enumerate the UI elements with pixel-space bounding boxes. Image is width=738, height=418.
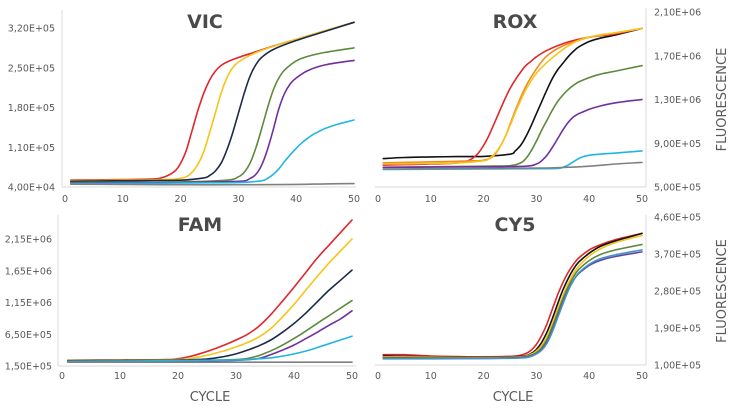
fam-series-yellow-line (67, 238, 353, 362)
fam-panel-title: FAM (178, 214, 222, 236)
fam-x-tick-label: 50 (346, 371, 358, 382)
vic-x-tick-label: 10 (117, 194, 129, 205)
rox-series-yellow-line (382, 27, 643, 165)
fam-series-purple-line (67, 310, 353, 362)
fam-x-axis-title: CYCLE (190, 390, 231, 405)
cy5-x-tick-label: 20 (478, 371, 490, 382)
vic-series-green-line (70, 47, 355, 184)
vic-x-tick-label: 0 (62, 194, 68, 205)
fam-y-tick-label: 1,15E+06 (5, 298, 52, 309)
vic-panel-title: VIC (187, 11, 223, 33)
rox-x-tick-label: 20 (478, 194, 490, 205)
cy5-x-tick-label: 10 (425, 371, 437, 382)
cy5-y-tick-label: 1,90E+05 (654, 324, 701, 335)
rox-x-tick-label: 10 (425, 194, 437, 205)
rox-series-green-line (382, 64, 643, 169)
rox-x-tick-label: 40 (583, 194, 595, 205)
fam-y-tick-label: 1,65E+06 (5, 266, 52, 277)
cy5-series-cyan-line (382, 249, 643, 360)
rox-series-orange-line (382, 27, 643, 164)
rox-y-tick-label: 1,30E+06 (654, 95, 701, 106)
fam-y-tick-label: 1,50E+05 (5, 362, 52, 373)
cy5-y-axis-title: FLUORESCENCE (715, 239, 730, 343)
cy5-y-tick-label: 4,60E+05 (654, 213, 701, 224)
fam-series-red-line (67, 219, 353, 362)
cy5-panel-title: CY5 (495, 214, 536, 236)
vic-y-tick-label: 1,80E+05 (8, 103, 55, 114)
fam-series-navy-line (67, 269, 353, 362)
vic-series-gray-line (70, 182, 355, 186)
cy5-x-tick-label: 50 (636, 371, 648, 382)
fam-y-tick-label: 2,15E+06 (5, 235, 52, 246)
fam-x-tick-label: 20 (172, 371, 184, 382)
vic-x-tick-label: 20 (175, 194, 187, 205)
rox-series-black-line (382, 27, 643, 160)
cy5-y-tick-label: 2,80E+05 (654, 287, 701, 298)
cy5-series-red-line (382, 232, 643, 358)
cy5-series-black-line (382, 232, 643, 359)
fam-y-tick-label: 6,50E+05 (5, 330, 52, 341)
fam-x-tick-label: 10 (114, 371, 126, 382)
vic-x-tick-label: 40 (290, 194, 302, 205)
rox-y-axis-title: FLUORESCENCE (715, 48, 730, 152)
fam-series-cyan-line (67, 335, 353, 363)
rox-x-tick-label: 0 (375, 194, 381, 205)
rox-x-tick-label: 50 (636, 194, 648, 205)
vic-series-cyan-line (70, 119, 355, 185)
vic-y-tick-label: 4,00E+04 (8, 183, 55, 194)
cy5-x-tick-label: 40 (583, 371, 595, 382)
rox-y-tick-label: 5,00E+05 (654, 183, 701, 194)
vic-y-tick-label: 1,10E+05 (8, 143, 55, 154)
rox-y-tick-label: 2,10E+06 (654, 8, 701, 19)
rox-x-tick-label: 30 (530, 194, 542, 205)
vic-y-tick-label: 3,20E+05 (8, 24, 55, 35)
vic-x-tick-label: 50 (348, 194, 360, 205)
vic-y-tick-label: 2,50E+05 (8, 63, 55, 74)
fam-x-tick-label: 40 (288, 371, 300, 382)
rox-series-purple-line (382, 98, 643, 169)
cy5-x-tick-label: 30 (530, 371, 542, 382)
cy5-series-purple-line (382, 251, 643, 360)
fam-x-tick-label: 30 (230, 371, 242, 382)
rox-series-gray-line (382, 161, 643, 170)
vic-series-red-line (70, 21, 355, 181)
rox-y-tick-label: 9,00E+05 (654, 139, 701, 150)
cy5-series-green-line (382, 243, 643, 359)
vic-series-yellow-line (70, 21, 355, 182)
rox-panel-title: ROX (493, 11, 538, 33)
vic-x-tick-label: 30 (232, 194, 244, 205)
cy5-y-tick-label: 1,00E+05 (654, 361, 701, 372)
cy5-y-tick-label: 3,70E+05 (654, 250, 701, 261)
cy5-x-tick-label: 0 (375, 371, 381, 382)
cy5-x-axis-title: CYCLE (493, 390, 534, 405)
vic-series-navy-line (70, 21, 355, 183)
fam-x-tick-label: 0 (59, 371, 65, 382)
rox-series-red-line (382, 27, 643, 166)
rox-y-tick-label: 1,70E+06 (654, 51, 701, 62)
